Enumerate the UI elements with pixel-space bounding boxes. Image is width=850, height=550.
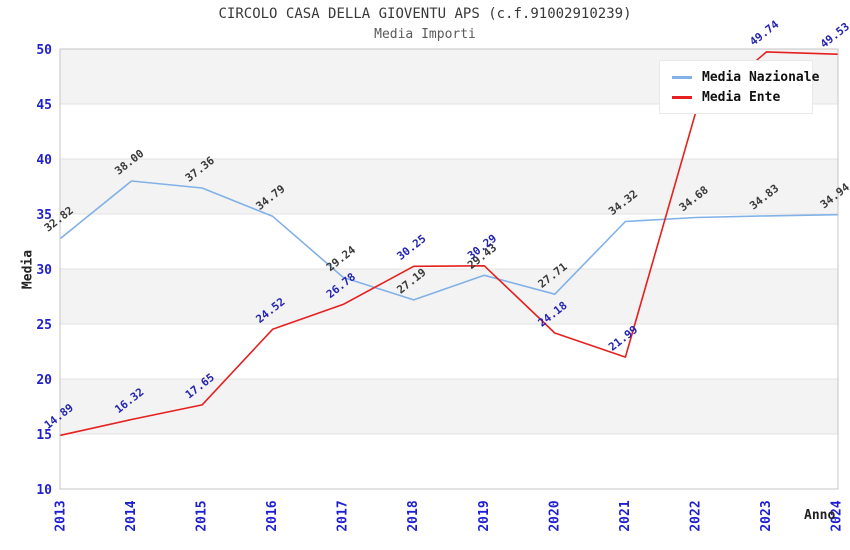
legend: Media Nazionale Media Ente xyxy=(659,60,819,114)
data-label: 49.74 xyxy=(747,18,781,49)
x-tick-label: 2021 xyxy=(618,500,633,531)
chart-subtitle: Media Importi xyxy=(374,27,476,42)
data-label: 21.99 xyxy=(606,323,640,354)
y-tick-label: 10 xyxy=(36,483,52,498)
legend-swatch-media-nazionale xyxy=(672,75,692,79)
x-axis-title: Anno xyxy=(804,508,836,523)
data-label: 49.53 xyxy=(818,20,850,51)
chart-title: CIRCOLO CASA DELLA GIOVENTU APS (c.f.910… xyxy=(218,6,632,22)
x-tick-label: 2017 xyxy=(336,500,351,531)
y-tick-label: 30 xyxy=(36,263,52,278)
x-tick-label: 2015 xyxy=(195,500,210,531)
y-tick-label: 40 xyxy=(36,153,52,168)
x-axis-tick-labels: 2013 2014 2015 2016 2017 2018 2019 2020 2021 2022… xyxy=(54,500,845,531)
y-axis-title: Media xyxy=(20,249,36,290)
x-tick-label: 2014 xyxy=(124,500,139,531)
legend-item-media-ente: Media Ente xyxy=(660,87,812,107)
plot-border xyxy=(59,48,839,490)
y-tick-label: 25 xyxy=(36,318,52,333)
x-tick-label: 2020 xyxy=(547,500,562,531)
y-axis-tick-labels: 10 15 20 25 30 35 40 45 50 xyxy=(36,43,52,498)
x-tick-label: 2019 xyxy=(477,500,492,531)
series-line-media-nazionale xyxy=(60,180,838,301)
x-tick-label: 2018 xyxy=(406,500,421,531)
y-tick-label: 45 xyxy=(36,98,52,113)
y-tick-label: 15 xyxy=(36,428,52,443)
y-tick-label: 20 xyxy=(36,373,52,388)
x-tick-label: 2016 xyxy=(265,500,280,531)
legend-label: Media Ente xyxy=(702,89,781,105)
x-tick-label: 2024 xyxy=(830,500,845,531)
legend-swatch-media-ente xyxy=(672,95,692,99)
x-tick-label: 2023 xyxy=(759,500,774,531)
legend-item-media-nazionale: Media Nazionale xyxy=(660,67,819,87)
x-tick-label: 2022 xyxy=(688,500,703,531)
y-tick-label: 50 xyxy=(36,43,52,58)
band xyxy=(60,269,838,324)
band xyxy=(60,379,838,434)
x-tick-label: 2013 xyxy=(54,500,69,531)
data-label: 30.25 xyxy=(395,232,429,263)
legend-label: Media Nazionale xyxy=(702,69,820,85)
plot-bands xyxy=(60,49,838,434)
band xyxy=(60,159,838,214)
y-tick-label: 35 xyxy=(36,208,52,223)
